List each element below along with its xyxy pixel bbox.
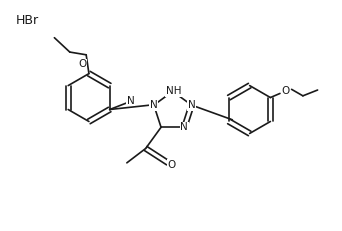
Text: N: N [181, 122, 188, 132]
Text: N: N [127, 96, 135, 106]
Text: NH: NH [166, 86, 181, 96]
Text: N: N [188, 100, 195, 110]
Text: O: O [282, 86, 290, 96]
Text: O: O [168, 160, 176, 170]
Text: O: O [79, 59, 87, 69]
Text: HBr: HBr [15, 14, 39, 27]
Text: N: N [150, 100, 158, 110]
